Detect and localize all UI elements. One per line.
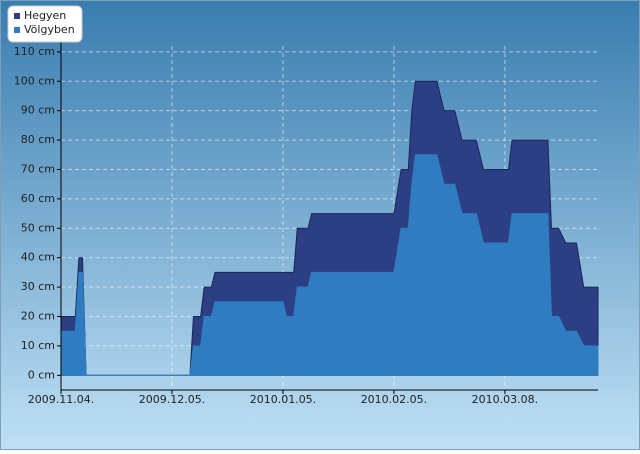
x-tick-label: 2010.03.08. <box>472 393 538 406</box>
y-tick-label: 60 cm <box>21 192 55 205</box>
legend-label: Hegyen <box>24 9 66 22</box>
legend-swatch <box>14 13 20 19</box>
y-tick-label: 80 cm <box>21 133 55 146</box>
y-tick-label: 30 cm <box>21 280 55 293</box>
y-tick-label: 0 cm <box>28 368 55 381</box>
y-tick-label: 50 cm <box>21 221 55 234</box>
y-tick-label: 110 cm <box>14 45 55 58</box>
y-tick-label: 10 cm <box>21 339 55 352</box>
area <box>60 154 599 376</box>
y-tick-label: 90 cm <box>21 104 55 117</box>
x-tick-label: 2009.11.04. <box>28 393 94 406</box>
x-tick-label: 2009.12.05. <box>139 393 205 406</box>
x-tick-label: 2010.01.05. <box>250 393 316 406</box>
x-tick-label: 2010.02.05. <box>361 393 427 406</box>
y-tick-label: 70 cm <box>21 162 55 175</box>
y-tick-label: 20 cm <box>21 309 55 322</box>
legend-swatch <box>14 27 20 33</box>
y-tick-label: 100 cm <box>14 74 55 87</box>
legend-box <box>7 5 83 43</box>
y-tick-label: 40 cm <box>21 251 55 264</box>
legend-label: Völgyben <box>24 23 75 36</box>
